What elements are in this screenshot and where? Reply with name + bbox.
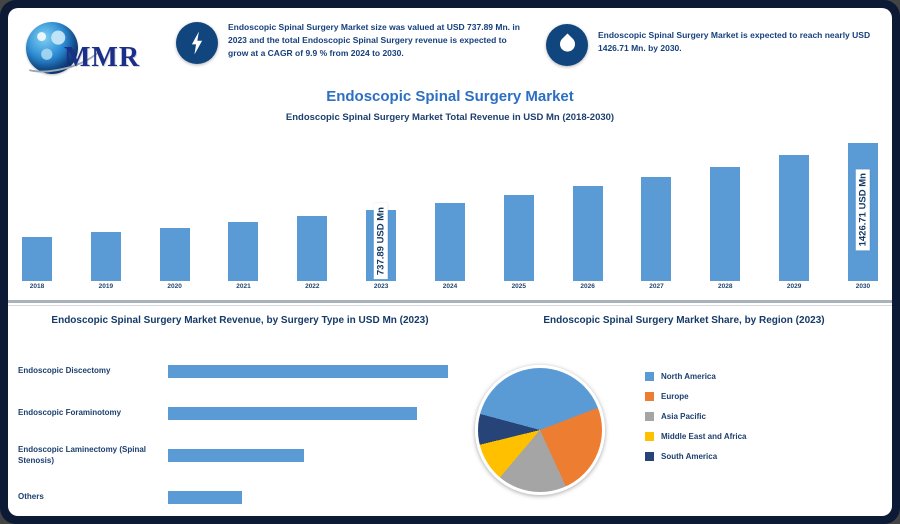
year-label: 2030 — [855, 283, 871, 290]
market-size-statement: Endoscopic Spinal Surgery Market size wa… — [228, 22, 520, 58]
annual-revenue-bar-chart: 2018 2019 2020 2021 2022 2023 737.89 USD Mn 202… — [20, 140, 880, 292]
segment-row: Endoscopic Discectomy — [18, 358, 470, 385]
legend-item: South America — [645, 452, 747, 461]
bar-column-2029: 2029 — [777, 140, 811, 292]
revenue-bar — [22, 237, 52, 281]
legend-item: North America — [645, 372, 747, 381]
value-annotation: 1426.71 USD Mn — [856, 168, 870, 250]
segment-chart-title: Endoscopic Spinal Surgery Market Revenue… — [51, 315, 429, 326]
legend-swatch — [645, 372, 654, 381]
region-pie-chart — [475, 365, 605, 495]
revenue-bar — [710, 167, 741, 281]
legend-swatch — [645, 432, 654, 441]
legend-item: Europe — [645, 392, 747, 401]
legend-label: North America — [661, 372, 716, 381]
market-size-bubble — [176, 22, 218, 64]
brand-logo-text: MMR — [64, 42, 141, 73]
bar-column-2021: 2021 — [226, 140, 260, 292]
segment-label: Endoscopic Foraminotomy — [18, 408, 122, 418]
segment-bar — [168, 365, 448, 378]
bar-column-2018: 2018 — [20, 140, 54, 292]
year-label: 2025 — [511, 283, 527, 290]
brand-logo: MMR — [15, 16, 170, 82]
bar-column-2027: 2027 — [639, 140, 673, 292]
bar-column-2024: 2024 — [433, 140, 467, 292]
revenue-bar — [503, 195, 534, 281]
segment-bar — [168, 491, 242, 504]
revenue-bar — [572, 186, 603, 281]
value-annotation: 737.89 USD Mn — [374, 202, 388, 279]
year-label: 2027 — [649, 283, 664, 290]
bar-column-2025: 2025 — [502, 140, 536, 292]
year-label: 2024 — [442, 283, 458, 290]
segment-bar-chart: Endoscopic Discectomy Endoscopic Foramino… — [18, 358, 470, 516]
year-label: 2023 — [373, 283, 389, 290]
forecast-statement: Endoscopic Spinal Surgery Market is expe… — [598, 30, 871, 53]
segment-row: Endoscopic Foraminotomy — [18, 400, 470, 427]
revenue-bar — [779, 155, 810, 281]
legend-label: Middle East and Africa — [661, 432, 747, 441]
segment-bar — [168, 449, 304, 462]
legend-swatch — [645, 412, 654, 421]
legend-label: South America — [661, 452, 718, 461]
year-label: 2028 — [718, 283, 733, 290]
section-divider-shadow — [8, 305, 892, 306]
segment-row: Endoscopic Laminectomy (Spinal Stenosis) — [18, 442, 470, 469]
year-label: 2019 — [98, 283, 114, 290]
section-divider — [8, 300, 892, 303]
legend-item: Middle East and Africa — [645, 432, 747, 441]
year-label: 2021 — [236, 283, 251, 290]
chart-subtitle: Endoscopic Spinal Surgery Market Total R… — [285, 112, 615, 123]
bar-column-2020: 2020 — [158, 140, 192, 292]
bar-column-2028: 2028 — [708, 140, 742, 292]
page-title: Endoscopic Spinal Surgery Market — [326, 88, 574, 105]
bar-column-2026: 2026 — [571, 140, 605, 292]
segment-bar — [168, 407, 417, 420]
forecast-bubble — [546, 24, 588, 66]
bar-column-2030: 2030 1426.71 USD Mn — [846, 140, 880, 292]
segment-label: Endoscopic Discectomy — [18, 366, 111, 376]
segment-label: Endoscopic Laminectomy (Spinal Stenosis) — [18, 445, 147, 465]
revenue-bar — [159, 228, 190, 281]
globe-icon — [26, 22, 78, 74]
legend-item: Asia Pacific — [645, 412, 747, 421]
region-chart-title: Endoscopic Spinal Surgery Market Share, … — [543, 315, 825, 326]
drop-icon — [556, 32, 578, 55]
revenue-bar — [641, 177, 672, 281]
revenue-bar — [90, 232, 121, 281]
year-label: 2022 — [305, 283, 320, 290]
revenue-bar — [434, 203, 465, 281]
revenue-bar — [228, 222, 259, 281]
bar-column-2019: 2019 — [89, 140, 123, 292]
segment-row: Others — [18, 484, 470, 511]
segment-label: Others — [18, 492, 44, 502]
legend-swatch — [645, 452, 654, 461]
year-label: 2020 — [167, 283, 182, 290]
revenue-bar — [297, 216, 328, 281]
region-legend: North America Europe Asia Pacific Middle Ea… — [645, 372, 747, 472]
bar-column-2023: 2023 737.89 USD Mn — [364, 140, 398, 292]
legend-label: Asia Pacific — [661, 412, 706, 421]
year-label: 2026 — [580, 283, 595, 290]
year-label: 2018 — [29, 283, 45, 290]
bar-column-2022: 2022 — [295, 140, 329, 292]
lightning-icon — [191, 31, 203, 55]
legend-swatch — [645, 392, 654, 401]
year-label: 2029 — [786, 283, 802, 290]
legend-label: Europe — [661, 392, 689, 401]
infographic-canvas: MMR Endoscopic Spinal Surgery Market siz… — [8, 8, 892, 516]
